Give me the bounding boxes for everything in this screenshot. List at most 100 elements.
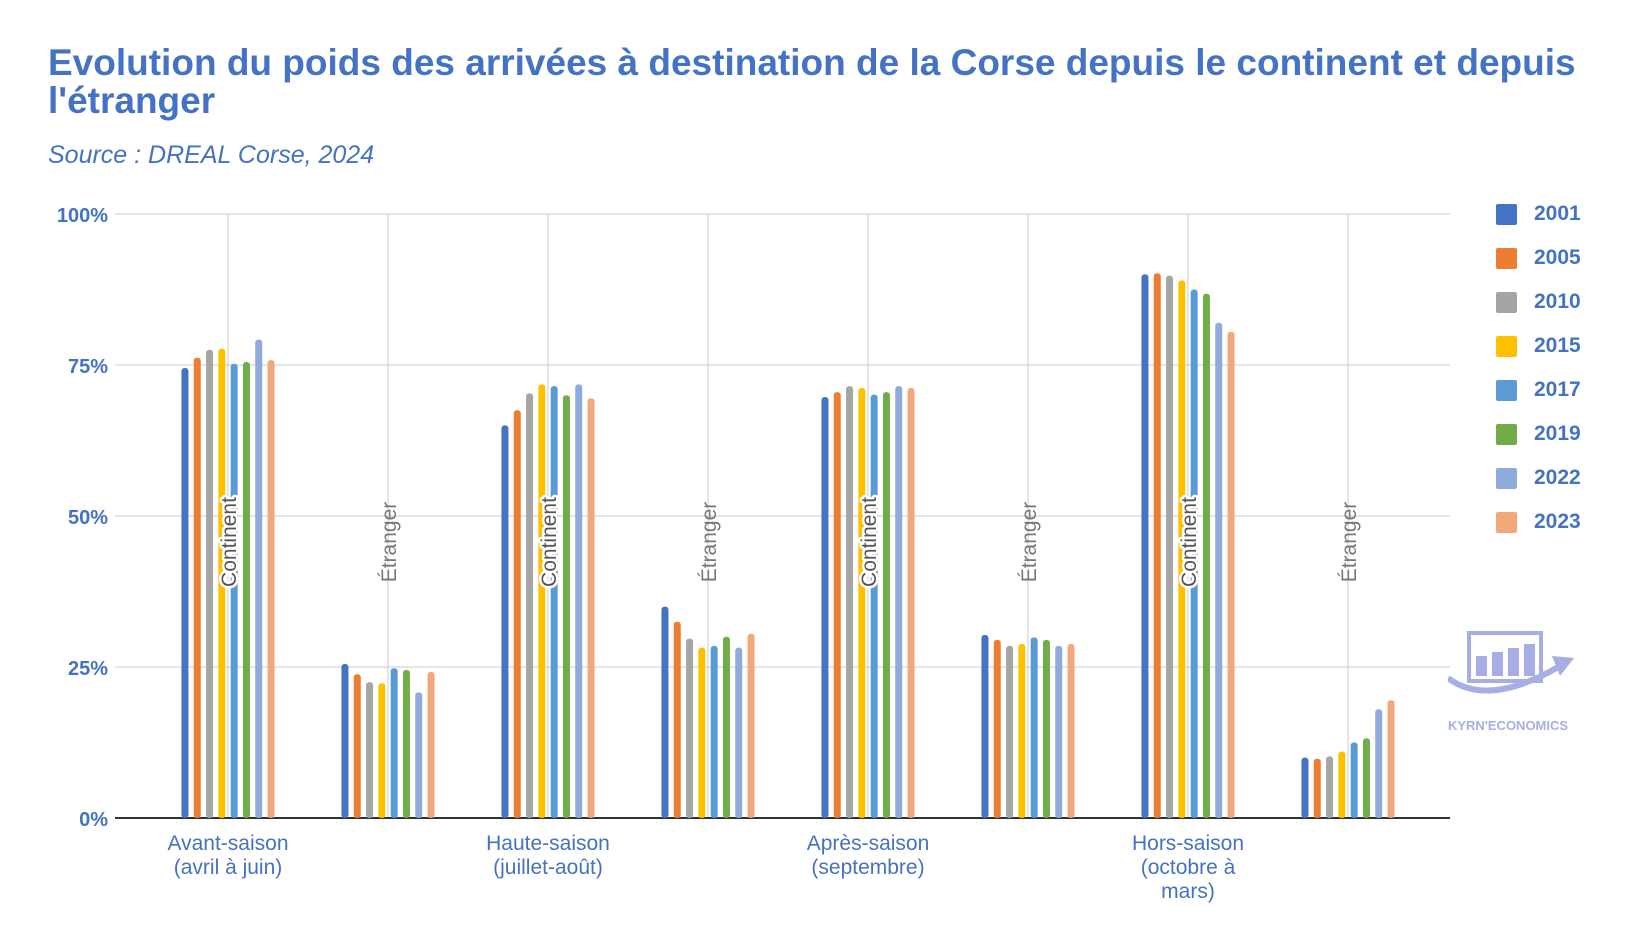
bar-etranger-2017 bbox=[1030, 637, 1038, 818]
bar-etranger-2015 bbox=[1018, 644, 1026, 818]
bar-continent-2001 bbox=[181, 368, 189, 818]
bar-continent-2019 bbox=[882, 392, 890, 818]
legend-label: 2015 bbox=[1534, 334, 1581, 357]
x-category-label: Avant-saison bbox=[167, 832, 288, 855]
legend-label: 2019 bbox=[1534, 422, 1581, 445]
bar-etranger-2005 bbox=[1313, 758, 1321, 818]
bar-continent-2017 bbox=[550, 386, 558, 818]
x-category-label: Hors-saison bbox=[1132, 832, 1244, 855]
bar-etranger-2019 bbox=[402, 670, 410, 818]
legend-item-2010: 2010 bbox=[1496, 288, 1626, 316]
bar-etranger-2017 bbox=[710, 645, 718, 818]
legend-swatch bbox=[1496, 468, 1517, 489]
bar-etranger-2010 bbox=[686, 638, 694, 818]
bar-continent-2001 bbox=[821, 397, 829, 818]
bar-continent-2015 bbox=[1178, 280, 1186, 818]
legend-swatch bbox=[1496, 248, 1517, 269]
bar-etranger-2001 bbox=[661, 606, 669, 818]
bar-continent-2017 bbox=[1190, 289, 1198, 818]
x-category-label: (juillet-août) bbox=[493, 856, 603, 879]
bar-continent-2005 bbox=[513, 410, 521, 818]
bar-continent-2005 bbox=[833, 392, 841, 818]
bar-etranger-2022 bbox=[1375, 709, 1383, 818]
bar-etranger-2015 bbox=[698, 647, 706, 818]
bar-continent-2005 bbox=[193, 357, 201, 818]
legend-item-2005: 2005 bbox=[1496, 244, 1626, 272]
bar-continent-2023 bbox=[587, 398, 595, 818]
legend-swatch bbox=[1496, 380, 1517, 401]
bar-etranger-2015 bbox=[378, 683, 386, 818]
bar-etranger-2019 bbox=[722, 636, 730, 818]
x-category-label: (septembre) bbox=[811, 856, 924, 879]
group-label-etranger: Étranger bbox=[1018, 502, 1041, 583]
group-label-continent: Continent bbox=[858, 497, 881, 587]
chart-subtitle: Source : DREAL Corse, 2024 bbox=[48, 141, 375, 169]
bar-etranger-2005 bbox=[353, 674, 361, 818]
x-category-label: mars) bbox=[1161, 880, 1215, 903]
legend-label: 2001 bbox=[1534, 202, 1581, 225]
bar-etranger-2010 bbox=[1006, 645, 1014, 818]
x-category-label: (avril à juin) bbox=[174, 856, 283, 879]
group-label-etranger: Étranger bbox=[698, 502, 721, 583]
bar-continent-2017 bbox=[870, 394, 878, 818]
bar-etranger-2010 bbox=[1326, 756, 1334, 818]
x-category-label: (octobre à bbox=[1141, 856, 1236, 879]
legend-label: 2022 bbox=[1534, 466, 1581, 489]
x-category-label: Après-saison bbox=[807, 832, 930, 855]
bar-continent-2015 bbox=[538, 384, 546, 818]
bar-continent-2022 bbox=[895, 386, 903, 818]
group-label-continent: Continent bbox=[1178, 497, 1201, 587]
legend-item-2019: 2019 bbox=[1496, 420, 1626, 448]
bar-continent-2010 bbox=[846, 386, 854, 818]
chart-title: Evolution du poids des arrivées à destin… bbox=[48, 42, 1576, 121]
bar-continent-2015 bbox=[858, 387, 866, 818]
bar-continent-2022 bbox=[1215, 322, 1223, 818]
legend-item-2023: 2023 bbox=[1496, 508, 1626, 536]
y-tick-label: 75% bbox=[68, 356, 108, 378]
bar-chart-arrow-icon: KYRN'ECONOMICS bbox=[1446, 631, 1574, 733]
bar-etranger-2015 bbox=[1338, 751, 1346, 818]
group-label-continent: Continent bbox=[218, 497, 241, 587]
bar-continent-2015 bbox=[218, 348, 226, 818]
brand-logo: KYRN'ECONOMICS bbox=[1446, 630, 1598, 740]
bar-continent-2023 bbox=[907, 387, 915, 818]
bar-etranger-2023 bbox=[427, 671, 435, 818]
grid-layer bbox=[115, 213, 1450, 819]
bar-continent-2010 bbox=[1166, 275, 1174, 818]
bar-etranger-2023 bbox=[1387, 700, 1395, 818]
bars-layer bbox=[181, 273, 1395, 818]
legend-label: 2010 bbox=[1534, 290, 1581, 313]
bar-etranger-2022 bbox=[1055, 645, 1063, 818]
bar-continent-2022 bbox=[255, 339, 263, 818]
bar-continent-2019 bbox=[1202, 293, 1210, 818]
legend-label: 2005 bbox=[1534, 246, 1581, 269]
legend-swatch bbox=[1496, 336, 1517, 357]
bar-etranger-2001 bbox=[341, 663, 349, 818]
group-label-continent: Continent bbox=[538, 497, 561, 587]
legend-swatch bbox=[1496, 292, 1517, 313]
bar-etranger-2001 bbox=[1301, 757, 1309, 818]
legend-swatch bbox=[1496, 424, 1517, 445]
legend-label: 2023 bbox=[1534, 510, 1581, 533]
bar-continent-2023 bbox=[1227, 331, 1235, 818]
legend-item-2022: 2022 bbox=[1496, 464, 1626, 492]
bar-etranger-2010 bbox=[366, 682, 374, 818]
bar-etranger-2019 bbox=[1042, 639, 1050, 818]
bar-continent-2005 bbox=[1153, 273, 1161, 818]
legend-item-2001: 2001 bbox=[1496, 200, 1626, 228]
y-tick-label: 25% bbox=[68, 658, 108, 680]
bar-continent-2022 bbox=[575, 384, 583, 818]
legend-swatch bbox=[1496, 512, 1517, 533]
bar-etranger-2019 bbox=[1362, 738, 1370, 818]
legend-item-2015: 2015 bbox=[1496, 332, 1626, 360]
bar-continent-2001 bbox=[501, 425, 509, 818]
bar-etranger-2001 bbox=[981, 634, 989, 818]
bar-etranger-2022 bbox=[415, 692, 423, 818]
bar-continent-2010 bbox=[206, 349, 214, 818]
y-tick-label: 50% bbox=[68, 507, 108, 529]
bar-etranger-2023 bbox=[1067, 644, 1075, 818]
bar-etranger-2023 bbox=[747, 633, 755, 818]
bar-continent-2023 bbox=[267, 360, 275, 818]
logo-text: KYRN'ECONOMICS bbox=[1448, 718, 1568, 733]
